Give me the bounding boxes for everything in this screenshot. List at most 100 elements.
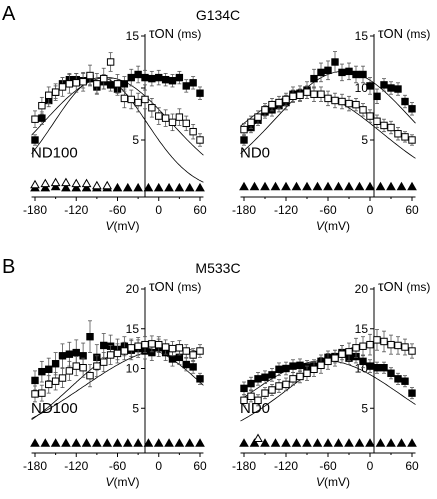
data-point-open-square [261,106,269,114]
x-tick-label: 60 [193,203,207,217]
data-point-filled-square [106,81,115,89]
data-point-open-square [86,371,94,380]
panel-b-title: M533C [195,260,240,276]
data-point-filled-square [247,379,255,388]
data-point-open-square [401,343,409,351]
x-tick-label: 0 [155,459,162,473]
data-point-filled-triangle [344,438,354,447]
x-tick-label: -120 [64,459,88,473]
data-point-filled-triangle [61,182,71,192]
data-point-filled-triangle [81,438,92,447]
y-axis-label: τON (ms) [149,25,201,41]
panel-b-letter: B [2,256,15,278]
data-point-open-square [168,344,177,353]
x-tick-label: 0 [155,203,162,217]
data-point-filled-triangle [270,181,281,191]
data-point-filled-square [345,67,353,76]
y-axis-label: τON (ms) [149,278,201,294]
data-point-open-square [394,130,402,138]
data-point-filled-square [408,105,416,113]
data-point-open-square [168,118,177,127]
data-point-open-square [100,358,108,366]
y-tick-label: 10 [126,362,140,376]
y-tick-label: 5 [361,133,368,147]
y-tick-label: 15 [126,322,140,336]
data-point-filled-triangle [333,181,344,191]
data-point-filled-square [182,360,190,369]
y-tick-label: 15 [126,29,140,43]
y-tick-label: 15 [355,29,369,43]
data-point-filled-square [38,367,46,376]
data-point-filled-square [282,364,290,373]
data-point-open-square [289,92,297,101]
x-tick-label: 0 [367,203,374,217]
x-tick-label: -60 [109,459,127,473]
data-point-open-square [303,88,311,96]
data-point-filled-triangle [365,438,375,447]
data-point-open-square [86,71,94,80]
data-point-open-square [45,380,53,389]
data-point-filled-square [359,357,367,366]
data-point-filled-square [275,365,283,373]
data-point-filled-triangle [102,438,113,447]
data-point-open-square [141,95,149,104]
data-point-open-square [58,374,67,382]
data-point-filled-triangle [291,438,302,447]
data-point-filled-square [31,376,39,385]
x-tick-label: -180 [23,203,47,217]
data-point-open-square [189,127,197,136]
data-point-filled-triangle [184,182,195,192]
data-point-filled-triangle [375,438,386,447]
data-point-open-square [345,99,353,108]
condition-label: ND0 [240,400,270,417]
data-point-open-square [310,90,318,98]
data-point-filled-triangle [71,182,82,192]
data-point-filled-square [31,136,39,144]
data-point-open-square [93,362,101,370]
data-point-filled-triangle [153,438,164,447]
data-point-filled-square [240,384,248,393]
data-point-filled-triangle [281,438,291,447]
data-point-open-square [408,347,416,355]
data-point-open-square [175,344,184,352]
data-point-filled-triangle [396,438,407,447]
y-tick-label: 5 [361,401,368,415]
data-point-filled-triangle [291,181,302,191]
data-point-open-square [331,354,339,362]
data-point-open-square [338,350,346,358]
data-point-open-triangle [71,178,82,188]
data-point-filled-triangle [365,181,375,191]
data-point-filled-triangle [122,438,133,447]
data-point-open-square [65,80,74,88]
data-point-filled-triangle [323,438,333,447]
data-point-filled-triangle [312,181,323,191]
data-point-open-square [317,361,325,370]
data-point-open-triangle [81,178,92,188]
data-point-filled-triangle [195,182,205,192]
data-point-filled-triangle [354,181,365,191]
data-point-filled-square [72,348,80,357]
data-point-filled-square [120,80,129,88]
data-point-filled-square [387,369,395,377]
data-point-open-square [359,342,367,350]
data-point-open-square [31,390,39,398]
data-point-open-square [380,337,388,346]
data-point-open-triangle [40,178,51,188]
data-point-filled-square [148,74,156,83]
data-point-filled-triangle [386,181,396,191]
data-point-filled-triangle [344,181,354,191]
data-point-open-square [161,343,170,351]
data-point-filled-triangle [61,438,71,447]
data-point-open-square [65,367,74,375]
data-point-open-square [408,136,416,144]
data-point-open-square [148,104,156,112]
condition-label: ND100 [31,145,78,162]
data-point-filled-triangle [143,438,154,447]
data-point-open-square [106,351,115,359]
data-point-open-square [106,58,115,66]
x-tick-label: -60 [109,203,127,217]
data-point-open-triangle [50,177,61,187]
data-point-open-square [175,113,184,121]
